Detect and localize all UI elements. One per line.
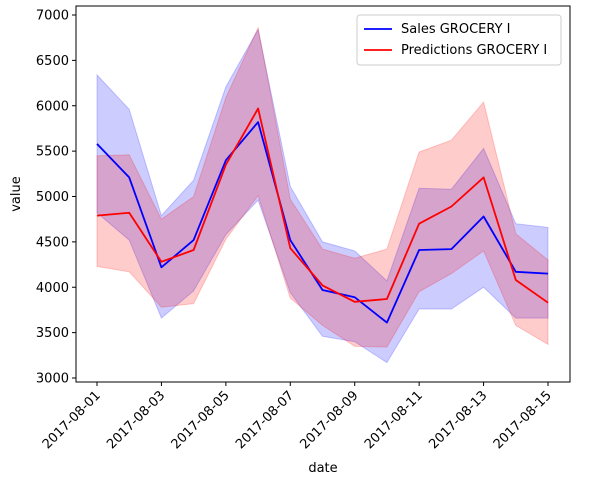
x-tick-label: 2017-08-03 [104,388,168,452]
x-tick-label: 2017-08-13 [426,388,490,452]
x-axis: 2017-08-01 2017-08-03 2017-08-05 2017-08-07… [40,382,555,452]
x-tick-label: 2017-08-11 [362,388,426,452]
x-axis-label: date [308,461,337,476]
y-axis: 3000 3500 4000 4500 5000 5500 6000 6500 7000 [36,9,76,387]
y-tick-label: 4500 [36,235,69,250]
y-tick-label: 6000 [36,99,69,114]
y-tick-label: 3500 [36,326,69,341]
legend: Sales GROCERY I Predictions GROCERY I [357,15,561,65]
y-tick-label: 7000 [36,9,69,24]
legend-label-predictions: Predictions GROCERY I [401,43,547,58]
y-tick-label: 6500 [36,54,69,69]
y-tick-label: 3000 [36,372,69,387]
y-tick-label: 5000 [36,190,69,205]
legend-label-sales: Sales GROCERY I [401,22,510,37]
confidence-band-predictions [97,28,548,347]
y-axis-label: value [9,176,24,212]
x-tick-label: 2017-08-09 [298,388,362,452]
y-tick-label: 5500 [36,145,69,160]
x-tick-label: 2017-08-15 [491,388,555,452]
x-tick-label: 2017-08-05 [169,388,233,452]
y-tick-label: 4000 [36,281,69,296]
bands-layer [97,28,548,363]
x-tick-label: 2017-08-01 [40,388,104,452]
x-tick-label: 2017-08-07 [233,388,297,452]
